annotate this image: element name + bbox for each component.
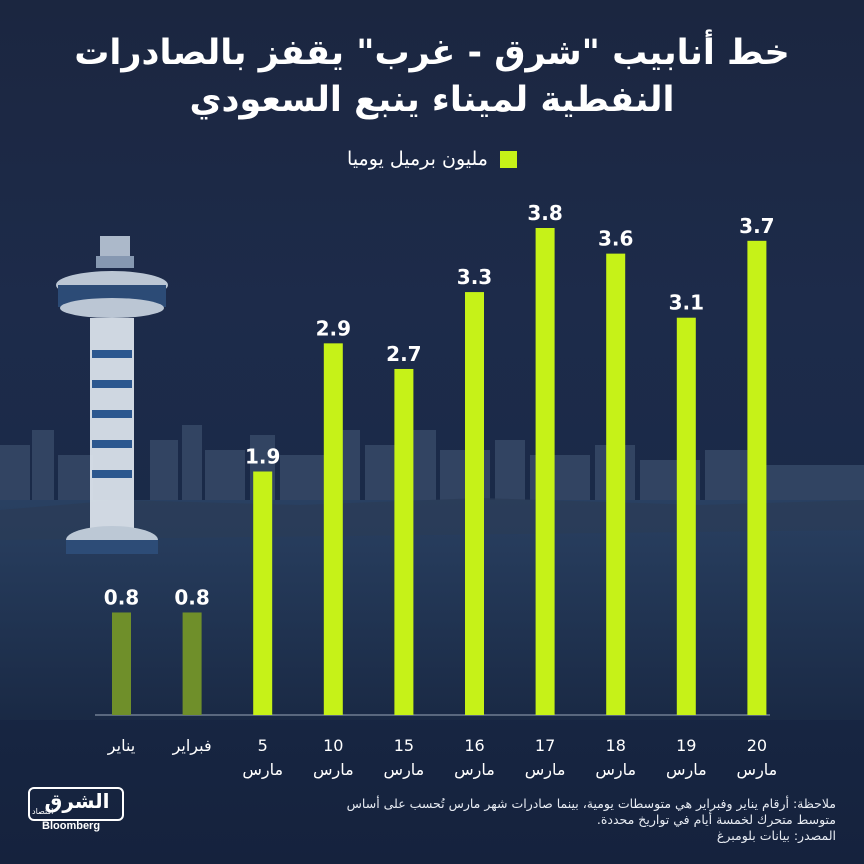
category-label-5: 16 bbox=[464, 736, 484, 755]
category-label-7: 18 bbox=[606, 736, 626, 755]
category-sublabel-5: مارس bbox=[454, 760, 495, 780]
legend-swatch bbox=[499, 150, 517, 168]
note-line-2: متوسط متحرك لخمسة أيام في تواريخ محددة. bbox=[596, 812, 836, 827]
chart-title: خط أنابيب "شرق - غرب" يقفز بالصادرات الن… bbox=[40, 30, 824, 124]
value-label-4: 2.7 bbox=[386, 342, 421, 366]
value-label-0: 0.8 bbox=[104, 585, 139, 609]
logo-frame bbox=[28, 787, 124, 821]
bar-9 bbox=[747, 240, 767, 715]
note-line-1: ملاحظة: أرقام يناير وفبراير هي متوسطات ي… bbox=[346, 796, 836, 811]
source-line: المصدر: بيانات بلومبرغ bbox=[716, 828, 836, 843]
logo-arabic-sub: اقتصاد bbox=[32, 807, 54, 816]
logo-arabic: الشرق bbox=[44, 789, 110, 813]
bar-1 bbox=[182, 612, 202, 715]
bar-8 bbox=[676, 317, 696, 715]
value-label-7: 3.6 bbox=[598, 227, 633, 251]
value-label-1: 0.8 bbox=[174, 585, 209, 609]
category-sublabel-3: مارس bbox=[313, 760, 354, 780]
value-label-2: 1.9 bbox=[245, 445, 280, 469]
category-sublabel-7: مارس bbox=[595, 760, 636, 780]
chart-legend: مليون برميل يوميا bbox=[0, 148, 864, 170]
bar-2 bbox=[253, 471, 273, 715]
bar-5 bbox=[465, 292, 484, 715]
category-label-4: 15 bbox=[394, 736, 414, 755]
chart-notes: ملاحظة: أرقام يناير وفبراير هي متوسطات ي… bbox=[276, 796, 836, 844]
category-sublabel-2: مارس bbox=[242, 760, 283, 780]
category-sublabel-8: مارس bbox=[666, 760, 707, 780]
bar-3 bbox=[323, 343, 343, 715]
category-label-8: 19 bbox=[676, 736, 696, 755]
bar-7 bbox=[606, 253, 626, 715]
bar-6 bbox=[535, 228, 555, 715]
value-label-8: 3.1 bbox=[669, 291, 704, 315]
legend-label: مليون برميل يوميا bbox=[347, 148, 488, 170]
category-sublabel-4: مارس bbox=[384, 760, 425, 780]
value-label-5: 3.3 bbox=[457, 265, 492, 289]
title-line-1: خط أنابيب "شرق - غرب" يقفز بالصادرات bbox=[74, 33, 790, 73]
category-label-0: يناير bbox=[107, 736, 135, 756]
category-label-3: 10 bbox=[323, 736, 343, 755]
asharq-bloomberg-logo: الشرق اقتصاد Bloomberg bbox=[28, 787, 126, 835]
value-label-3: 2.9 bbox=[316, 316, 351, 340]
bar-4 bbox=[394, 368, 414, 715]
category-label-9: 20 bbox=[747, 736, 767, 755]
tower-illustration bbox=[56, 236, 168, 554]
logo-english: Bloomberg bbox=[42, 820, 101, 832]
category-label-1: فبراير bbox=[172, 736, 212, 756]
category-sublabel-9: مارس bbox=[737, 760, 778, 780]
bar-0 bbox=[112, 612, 131, 715]
category-sublabel-6: مارس bbox=[525, 760, 566, 780]
title-line-2: النفطية لميناء ينبع السعودي bbox=[189, 80, 675, 120]
category-label-6: 17 bbox=[535, 736, 555, 755]
value-label-9: 3.7 bbox=[739, 214, 774, 238]
value-label-6: 3.8 bbox=[527, 201, 562, 225]
category-label-2: 5 bbox=[258, 736, 268, 755]
